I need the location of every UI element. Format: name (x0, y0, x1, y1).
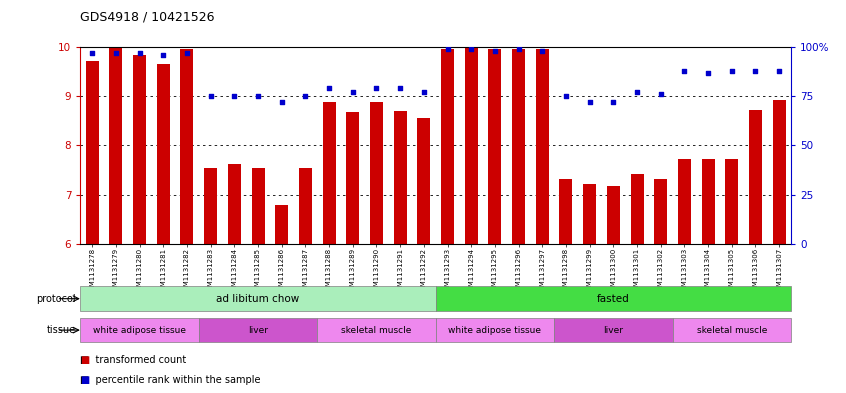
Point (204, 93, 217, 99)
Bar (393, 111, 407, 244)
Text: skeletal muscle: skeletal muscle (341, 326, 412, 334)
Bar (436, 318, 554, 342)
Bar (607, 185, 620, 244)
Point (157, 52, 170, 58)
Point (133, 50, 146, 56)
Bar (85, 61, 99, 244)
Point (654, 91, 667, 97)
Bar (417, 118, 431, 244)
Point (109, 50, 123, 56)
Bar (701, 159, 715, 244)
Bar (251, 167, 265, 244)
Point (536, 48, 549, 54)
Point (275, 99, 288, 105)
Point (299, 93, 312, 99)
Point (85, 50, 99, 56)
Bar (654, 179, 667, 244)
Bar (322, 102, 336, 244)
Text: protocol: protocol (36, 294, 76, 304)
Bar (536, 49, 549, 244)
Point (251, 93, 265, 99)
Bar (109, 48, 123, 244)
Bar (317, 318, 436, 342)
Point (417, 89, 431, 95)
Point (488, 48, 502, 54)
Text: tissue: tissue (47, 325, 76, 335)
Point (607, 99, 620, 105)
Point (393, 85, 407, 92)
Bar (678, 159, 691, 244)
Point (678, 68, 691, 74)
Bar (180, 49, 194, 244)
Text: ad libitum chow: ad libitum chow (217, 294, 299, 304)
Text: ■  percentile rank within the sample: ■ percentile rank within the sample (80, 375, 261, 385)
Bar (346, 112, 360, 244)
Text: ■  transformed count: ■ transformed count (80, 356, 187, 365)
Text: liver: liver (603, 326, 624, 334)
Point (370, 85, 383, 92)
Bar (199, 318, 317, 342)
Bar (228, 163, 241, 244)
Point (630, 89, 644, 95)
Point (441, 46, 454, 52)
Text: white adipose tissue: white adipose tissue (93, 326, 186, 334)
Bar (80, 286, 436, 311)
Bar (559, 179, 573, 244)
Bar (554, 318, 673, 342)
Bar (133, 55, 146, 244)
Point (749, 68, 762, 74)
Text: skeletal muscle: skeletal muscle (696, 326, 767, 334)
Bar (441, 49, 454, 244)
Bar (80, 318, 199, 342)
Point (512, 46, 525, 52)
Bar (370, 102, 383, 244)
Point (772, 68, 786, 74)
Text: liver: liver (248, 326, 268, 334)
Point (322, 85, 336, 92)
Bar (512, 49, 525, 244)
Bar (673, 318, 791, 342)
Text: ■: ■ (80, 375, 90, 385)
Point (559, 93, 573, 99)
Text: white adipose tissue: white adipose tissue (448, 326, 541, 334)
Point (346, 89, 360, 95)
Bar (436, 286, 791, 311)
Bar (583, 184, 596, 244)
Bar (725, 159, 739, 244)
Point (583, 99, 596, 105)
Point (464, 46, 478, 52)
Bar (488, 49, 502, 244)
Bar (772, 100, 786, 244)
Point (725, 68, 739, 74)
Bar (299, 167, 312, 244)
Point (228, 93, 241, 99)
Text: ■: ■ (80, 356, 90, 365)
Bar (464, 45, 478, 244)
Bar (275, 205, 288, 244)
Text: fasted: fasted (597, 294, 629, 304)
Bar (749, 110, 762, 244)
Text: GDS4918 / 10421526: GDS4918 / 10421526 (80, 11, 215, 24)
Point (180, 50, 194, 56)
Bar (630, 174, 644, 244)
Point (701, 70, 715, 76)
Bar (204, 167, 217, 244)
Bar (157, 64, 170, 244)
